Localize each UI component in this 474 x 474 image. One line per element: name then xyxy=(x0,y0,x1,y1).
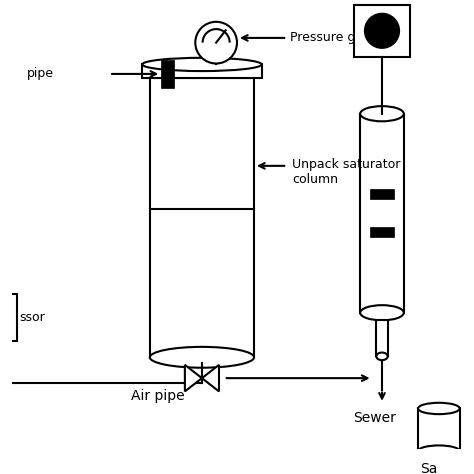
Bar xyxy=(370,189,394,199)
Ellipse shape xyxy=(142,58,262,71)
Text: Pressure gauge: Pressure gauge xyxy=(290,31,387,45)
Ellipse shape xyxy=(150,347,254,368)
Bar xyxy=(418,409,460,451)
Circle shape xyxy=(365,14,399,48)
Bar xyxy=(161,60,174,88)
Ellipse shape xyxy=(418,403,460,414)
Bar xyxy=(142,64,262,78)
Bar xyxy=(376,320,388,356)
Text: Air pipe: Air pipe xyxy=(131,389,184,402)
Bar xyxy=(354,5,410,57)
Circle shape xyxy=(195,22,237,64)
Text: Unpack saturator
column: Unpack saturator column xyxy=(292,158,401,186)
Text: Sewer: Sewer xyxy=(354,411,396,425)
Text: ssor: ssor xyxy=(19,311,45,324)
Bar xyxy=(0,294,17,341)
Ellipse shape xyxy=(360,106,404,121)
Text: pipe: pipe xyxy=(27,67,54,81)
Ellipse shape xyxy=(376,353,388,360)
Ellipse shape xyxy=(418,446,460,457)
Text: Sa: Sa xyxy=(420,463,438,474)
Polygon shape xyxy=(185,365,202,392)
Bar xyxy=(370,227,394,237)
Bar xyxy=(150,78,254,357)
Bar xyxy=(360,114,404,313)
Ellipse shape xyxy=(360,305,404,320)
Polygon shape xyxy=(202,365,219,392)
